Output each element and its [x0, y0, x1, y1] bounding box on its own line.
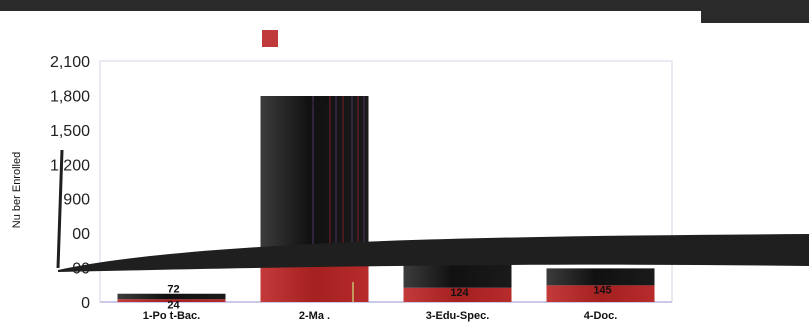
data-label: 1,3 5: [304, 95, 328, 107]
x-axis-categories: 1-Po t-Bac. 2-Ma . 3-Edu-Spec. 4-Doc.: [143, 310, 618, 322]
legend-swatch: [262, 30, 278, 47]
y-tick-label: 1,800: [50, 88, 90, 105]
bar-segment-lower: [546, 285, 655, 302]
data-label: 145: [593, 285, 611, 297]
y-axis-label: Nu ber Enrolled: [11, 152, 23, 228]
data-label: 334: [450, 263, 469, 275]
bar-segment-upper: [546, 268, 655, 286]
y-tick-label: 1,500: [50, 123, 90, 140]
bar-segment-lower: [117, 299, 226, 302]
y-tick-label: 1,200: [50, 157, 90, 174]
y-tick-label: 00: [72, 226, 90, 243]
data-label: 72: [167, 284, 179, 296]
data-label: 24: [167, 299, 180, 311]
y-tick-label: 0: [81, 295, 90, 312]
data-label: 124: [450, 287, 469, 299]
bar-segment-upper: [117, 293, 226, 300]
top-bar-tab: [701, 11, 809, 23]
bar-segment-lower: [403, 287, 512, 302]
x-category-label: 2-Ma .: [299, 310, 330, 322]
bar-segment-upper: [260, 96, 369, 253]
overlay-stroke: [56, 149, 64, 269]
x-category-label: 4-Doc.: [584, 310, 618, 322]
x-category-label: 1-Po t-Bac.: [143, 310, 200, 322]
y-tick-label: 2,100: [50, 54, 90, 71]
x-category-label: 3-Edu-Spec.: [426, 310, 490, 322]
data-label: 293: [593, 268, 611, 280]
bar-segment-upper: [403, 263, 512, 288]
bars: [117, 96, 655, 302]
top-bar: [0, 0, 809, 11]
overlay-curve: [58, 234, 809, 272]
y-tick-label: 900: [63, 192, 90, 209]
